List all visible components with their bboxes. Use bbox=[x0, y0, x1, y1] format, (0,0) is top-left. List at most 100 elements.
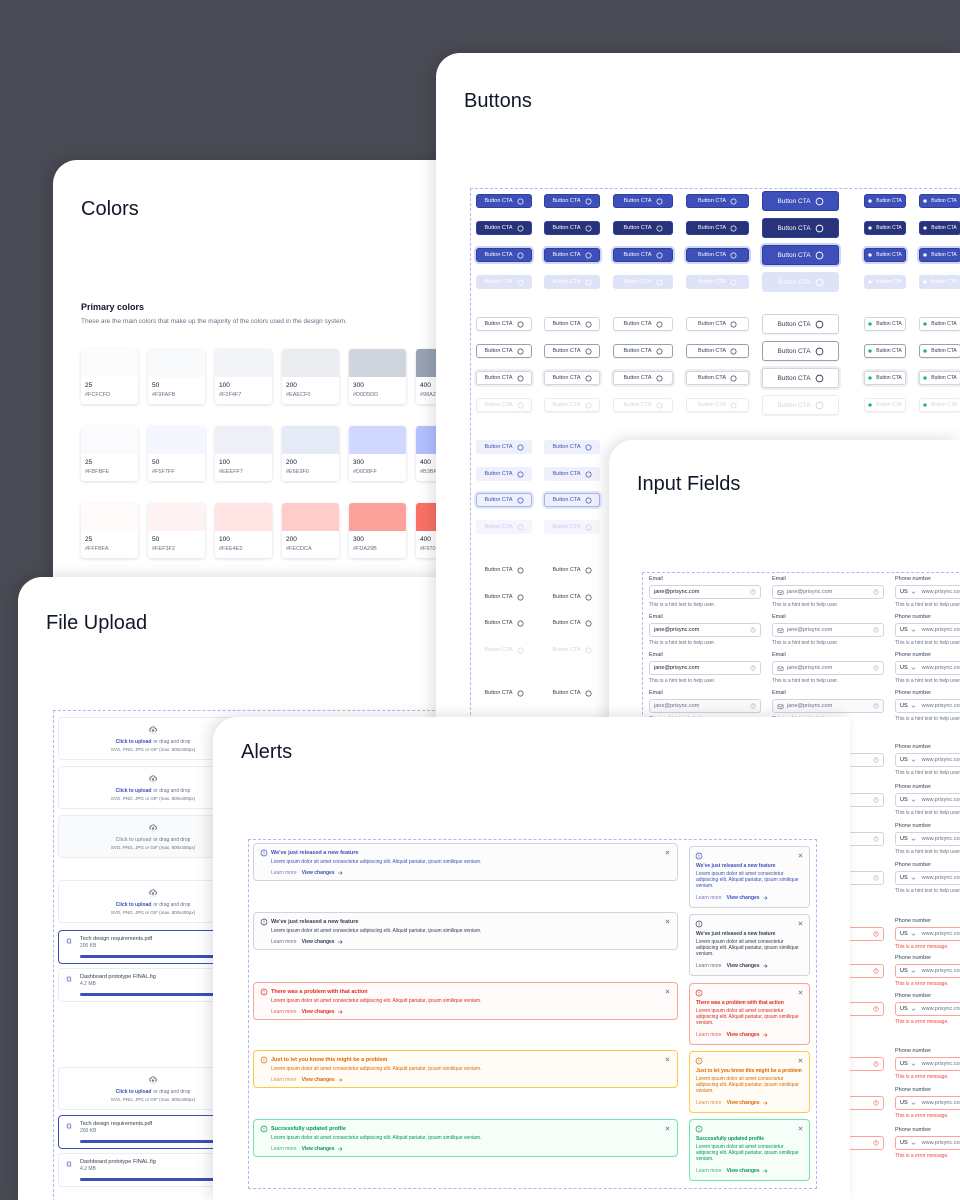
input-box[interactable]: US www.prisync.com bbox=[895, 661, 960, 675]
button[interactable]: Button CTA bbox=[476, 194, 532, 208]
button[interactable]: Button CTA bbox=[544, 467, 600, 481]
button[interactable]: Button CTA bbox=[686, 398, 749, 412]
button[interactable]: Button CTA bbox=[476, 221, 532, 235]
button[interactable]: Button CTA bbox=[544, 275, 600, 289]
button[interactable]: Button CTA bbox=[544, 440, 600, 454]
button[interactable]: Button CTA bbox=[919, 194, 960, 208]
input-box[interactable]: US www.prisync.com bbox=[895, 1096, 960, 1110]
input-box[interactable]: jane@prisync.com bbox=[649, 623, 761, 637]
button[interactable]: Button CTA bbox=[762, 191, 839, 211]
learn-more[interactable]: Learn more bbox=[696, 963, 722, 969]
button[interactable]: Button CTA bbox=[919, 221, 960, 235]
button[interactable]: Button CTA bbox=[919, 248, 960, 262]
input-box[interactable]: jane@prisync.com bbox=[772, 623, 884, 637]
button[interactable]: Button CTA bbox=[476, 520, 532, 534]
input-box[interactable]: jane@prisync.com bbox=[772, 585, 884, 599]
button[interactable]: Button CTA bbox=[762, 314, 839, 334]
input-box[interactable]: jane@prisync.com bbox=[649, 661, 761, 675]
learn-more[interactable]: Learn more bbox=[696, 1100, 722, 1106]
button[interactable]: Button CTA bbox=[476, 643, 532, 657]
input-box[interactable]: US www.prisync.com bbox=[895, 927, 960, 941]
button[interactable]: Button CTA bbox=[476, 493, 532, 507]
button[interactable]: Button CTA bbox=[919, 317, 960, 331]
button[interactable]: Button CTA bbox=[544, 398, 600, 412]
button[interactable]: Button CTA bbox=[864, 371, 906, 385]
view-changes[interactable]: View changes bbox=[302, 939, 343, 945]
button[interactable]: Button CTA bbox=[544, 371, 600, 385]
button[interactable]: Button CTA bbox=[476, 590, 532, 604]
view-changes[interactable]: View changes bbox=[302, 870, 343, 876]
button[interactable]: Button CTA bbox=[544, 221, 600, 235]
button[interactable]: Button CTA bbox=[544, 194, 600, 208]
button[interactable]: Button CTA bbox=[544, 643, 600, 657]
button[interactable]: Button CTA bbox=[919, 344, 960, 358]
input-box[interactable]: US www.prisync.com bbox=[895, 1057, 960, 1071]
button[interactable]: Button CTA bbox=[864, 317, 906, 331]
view-changes[interactable]: View changes bbox=[727, 895, 768, 901]
button[interactable]: Button CTA bbox=[544, 493, 600, 507]
input-box[interactable]: US www.prisync.com bbox=[895, 832, 960, 846]
input-box[interactable]: jane@prisync.com bbox=[649, 699, 761, 713]
button[interactable]: Button CTA bbox=[919, 275, 960, 289]
button[interactable]: Button CTA bbox=[544, 344, 600, 358]
button[interactable]: Button CTA bbox=[686, 248, 749, 262]
view-changes[interactable]: View changes bbox=[727, 1168, 768, 1174]
learn-more[interactable]: Learn more bbox=[271, 1146, 297, 1152]
button[interactable]: Button CTA bbox=[762, 272, 839, 292]
button[interactable]: Button CTA bbox=[919, 398, 960, 412]
button[interactable]: Button CTA bbox=[613, 344, 673, 358]
button[interactable]: Button CTA bbox=[686, 221, 749, 235]
view-changes[interactable]: View changes bbox=[302, 1077, 343, 1083]
learn-more[interactable]: Learn more bbox=[696, 1168, 722, 1174]
button[interactable]: Button CTA bbox=[613, 248, 673, 262]
button[interactable]: Button CTA bbox=[613, 317, 673, 331]
button[interactable]: Button CTA bbox=[613, 275, 673, 289]
input-box[interactable]: US www.prisync.com bbox=[895, 964, 960, 978]
learn-more[interactable]: Learn more bbox=[271, 870, 297, 876]
button[interactable]: Button CTA bbox=[686, 317, 749, 331]
learn-more[interactable]: Learn more bbox=[271, 1009, 297, 1015]
button[interactable]: Button CTA bbox=[762, 218, 839, 238]
button[interactable]: Button CTA bbox=[762, 395, 839, 415]
button[interactable]: Button CTA bbox=[762, 341, 839, 361]
button[interactable]: Button CTA bbox=[544, 520, 600, 534]
button[interactable]: Button CTA bbox=[476, 686, 532, 700]
button[interactable]: Button CTA bbox=[544, 563, 600, 577]
button[interactable]: Button CTA bbox=[919, 371, 960, 385]
input-box[interactable]: US www.prisync.com bbox=[895, 623, 960, 637]
view-changes[interactable]: View changes bbox=[727, 963, 768, 969]
view-changes[interactable]: View changes bbox=[302, 1009, 343, 1015]
button[interactable]: Button CTA bbox=[762, 368, 839, 388]
button[interactable]: Button CTA bbox=[476, 563, 532, 577]
button[interactable]: Button CTA bbox=[476, 467, 532, 481]
button[interactable]: Button CTA bbox=[544, 616, 600, 630]
button[interactable]: Button CTA bbox=[686, 371, 749, 385]
learn-more[interactable]: Learn more bbox=[271, 939, 297, 945]
button[interactable]: Button CTA bbox=[864, 221, 906, 235]
input-box[interactable]: jane@prisync.com bbox=[772, 699, 884, 713]
button[interactable]: Button CTA bbox=[476, 275, 532, 289]
button[interactable]: Button CTA bbox=[864, 194, 906, 208]
view-changes[interactable]: View changes bbox=[727, 1032, 768, 1038]
input-box[interactable]: US www.prisync.com bbox=[895, 699, 960, 713]
button[interactable]: Button CTA bbox=[544, 590, 600, 604]
button[interactable]: Button CTA bbox=[476, 371, 532, 385]
button[interactable]: Button CTA bbox=[476, 440, 532, 454]
button[interactable]: Button CTA bbox=[613, 194, 673, 208]
view-changes[interactable]: View changes bbox=[302, 1146, 343, 1152]
button[interactable]: Button CTA bbox=[686, 194, 749, 208]
button[interactable]: Button CTA bbox=[544, 248, 600, 262]
input-box[interactable]: US www.prisync.com bbox=[895, 585, 960, 599]
input-box[interactable]: US www.prisync.com bbox=[895, 871, 960, 885]
button[interactable]: Button CTA bbox=[476, 317, 532, 331]
learn-more[interactable]: Learn more bbox=[696, 1032, 722, 1038]
learn-more[interactable]: Learn more bbox=[696, 895, 722, 901]
button[interactable]: Button CTA bbox=[476, 344, 532, 358]
button[interactable]: Button CTA bbox=[864, 248, 906, 262]
button[interactable]: Button CTA bbox=[613, 221, 673, 235]
button[interactable]: Button CTA bbox=[476, 616, 532, 630]
button[interactable]: Button CTA bbox=[686, 275, 749, 289]
button[interactable]: Button CTA bbox=[864, 275, 906, 289]
input-box[interactable]: jane@prisync.com bbox=[772, 661, 884, 675]
input-box[interactable]: US www.prisync.com bbox=[895, 793, 960, 807]
